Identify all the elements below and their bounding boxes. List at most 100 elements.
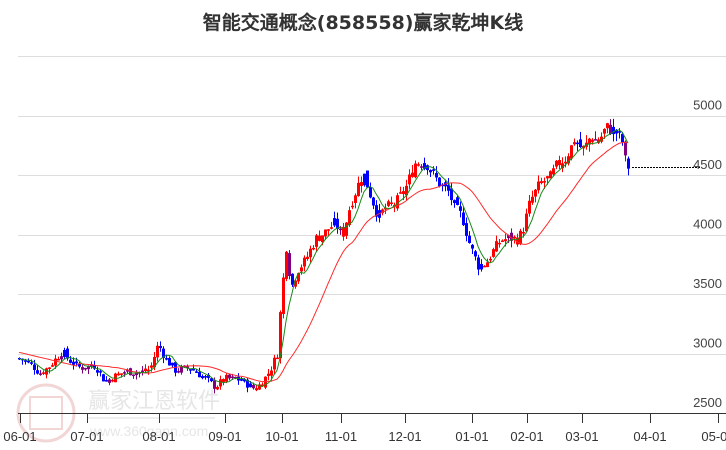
candle: [615, 129, 618, 134]
candle: [492, 249, 495, 257]
candle: [489, 258, 492, 261]
candle: [540, 181, 543, 184]
candle: [543, 181, 546, 183]
candle: [171, 362, 174, 366]
candle: [288, 253, 291, 277]
candle: [381, 209, 384, 214]
candle: [120, 373, 123, 375]
candle: [216, 386, 219, 390]
candle: [225, 374, 228, 382]
candle: [297, 273, 300, 282]
candle: [606, 123, 609, 129]
candle: [483, 265, 486, 268]
candle: [186, 366, 189, 369]
x-tick-label: 09-01: [208, 429, 241, 444]
candle: [102, 374, 105, 382]
candle: [339, 228, 342, 231]
candle: [36, 370, 39, 374]
candle: [162, 348, 165, 359]
candle: [126, 369, 129, 372]
candle: [150, 365, 153, 368]
candle: [417, 164, 420, 166]
candle: [309, 248, 312, 258]
candle: [39, 373, 42, 375]
candle: [195, 371, 198, 373]
candle: [600, 136, 603, 142]
candle: [462, 212, 465, 226]
candle: [273, 357, 276, 370]
candle: [63, 350, 66, 357]
candle: [534, 189, 537, 197]
candle: [351, 205, 354, 208]
candle: [189, 369, 192, 371]
candle: [300, 267, 303, 272]
candle: [555, 160, 558, 167]
candle: [135, 372, 138, 376]
candle: [357, 182, 360, 196]
candle: [447, 184, 450, 191]
candle: [612, 126, 615, 135]
candle: [168, 357, 171, 366]
candle: [291, 273, 294, 285]
x-tick-label: 01-01: [455, 429, 488, 444]
candle: [42, 372, 45, 374]
candle: [306, 256, 309, 260]
candle: [198, 371, 201, 378]
candle: [240, 379, 243, 381]
x-tick-label: 02-01: [510, 429, 543, 444]
candle: [375, 205, 378, 217]
candle: [111, 379, 114, 382]
candle: [570, 145, 573, 159]
candle: [84, 367, 87, 370]
candle: [561, 163, 564, 169]
candle: [624, 141, 627, 156]
candle: [51, 365, 54, 367]
candle: [480, 263, 483, 270]
y-axis: 2500 3000 3500 4000 4500 5000: [693, 98, 722, 411]
candle: [222, 379, 225, 382]
candle: [360, 182, 363, 186]
x-tick-label: 03-01: [565, 429, 598, 444]
x-tick-label: 12-01: [388, 429, 421, 444]
candle: [576, 142, 579, 145]
candle: [96, 370, 99, 373]
candle: [312, 247, 315, 250]
candle: [423, 163, 426, 169]
candle: [486, 262, 489, 268]
x-tick-label: 06-01: [3, 429, 36, 444]
candle: [456, 197, 459, 205]
candle: [234, 376, 237, 379]
candle: [219, 379, 222, 387]
candle: [594, 139, 597, 141]
candle: [531, 196, 534, 203]
candle: [369, 187, 372, 198]
candle: [372, 197, 375, 206]
candle: [324, 229, 327, 237]
x-tick-label: 08-01: [142, 429, 175, 444]
candle: [177, 371, 180, 373]
y-tick-label: 2500: [693, 395, 722, 410]
y-tick-label: 5000: [693, 98, 722, 113]
candle: [279, 312, 282, 359]
candle: [93, 365, 96, 369]
candle: [258, 384, 261, 390]
candle: [588, 138, 591, 145]
candle: [144, 368, 147, 372]
x-axis: 06-01 07-01 08-01 09-01 10-01 11-01 12-01 01-01…: [3, 413, 726, 444]
candle: [54, 358, 57, 366]
candle: [495, 241, 498, 252]
candle: [387, 201, 390, 206]
candle: [384, 207, 387, 210]
candle: [621, 133, 624, 143]
candle: [459, 206, 462, 211]
candle: [498, 242, 501, 245]
gridlines: [18, 56, 726, 355]
candle: [573, 142, 576, 145]
candle: [348, 210, 351, 226]
candle: [66, 348, 69, 359]
candle: [285, 251, 288, 279]
candle: [618, 131, 621, 133]
candle: [471, 244, 474, 249]
y-tick-label: 4500: [693, 157, 722, 172]
